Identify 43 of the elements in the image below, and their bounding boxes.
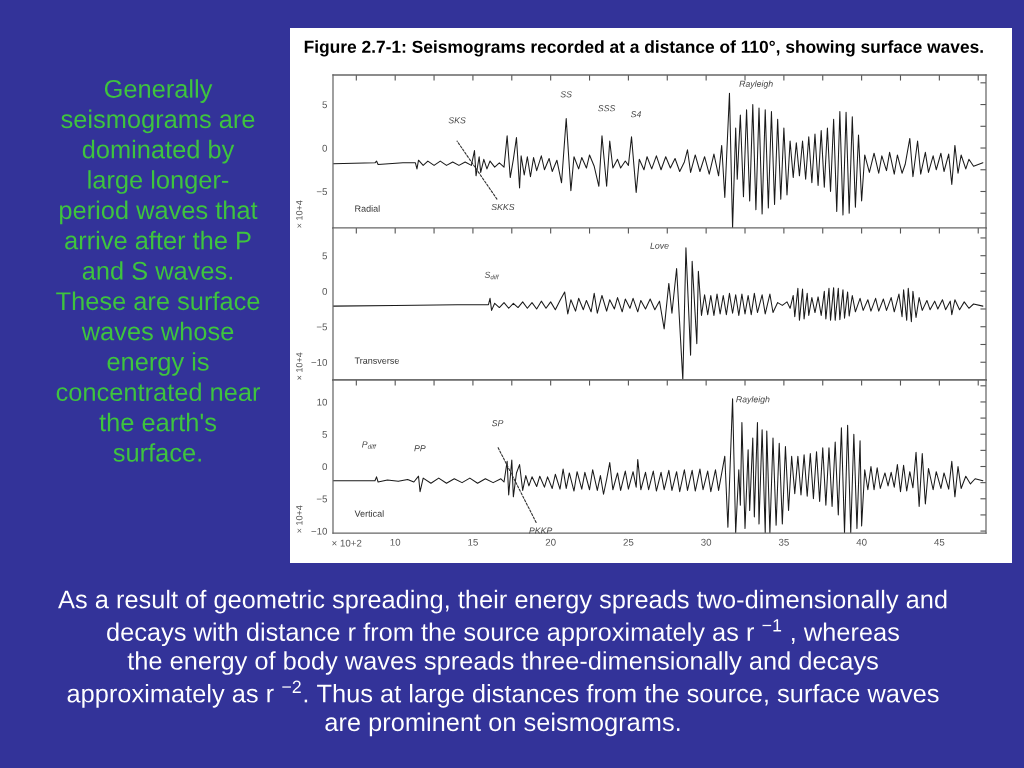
x-tick-label: 30 [701, 538, 712, 546]
y-axis-title: × 10+4 [296, 505, 303, 533]
x-tick-label: 15 [468, 538, 478, 546]
text: Vertical [354, 510, 384, 517]
annotation: Rayleigh [736, 395, 770, 405]
annotation: SS [560, 91, 572, 98]
y-tick-label: 5 [322, 252, 328, 260]
y-tick-label: −10 [311, 358, 328, 366]
y-tick-label: 5 [322, 431, 328, 438]
x-tick-label: 10 [390, 538, 401, 546]
x-tick-label: 40 [856, 538, 867, 546]
y-tick-label: 0 [322, 144, 328, 152]
annotation: SSS [598, 105, 616, 112]
annotation: Love [650, 242, 669, 249]
y-tick-label: 5 [322, 101, 328, 109]
annotation: P$_{diff}$ [362, 441, 377, 449]
x-tick-label: 45 [934, 538, 945, 546]
annotation: PP [414, 445, 426, 452]
y-tick-label: 0 [322, 463, 328, 471]
annotation: Rayleigh [739, 80, 773, 89]
x-axis-title: × 10+2 [332, 539, 362, 547]
text: Generally seismograms are dominated by large longer- period waves that arrive after the P and S waves. These are surface waves whose energy is concentrated near the earth's surface. [56, 79, 261, 462]
text: As a result of geometric spreading, their energy spreads two-dimensionally and decays with distance r from the source approximately as r $^{−1}$ , whereas the energy of body waves spreads three-dimensionally and decays approximately as r $^{−2}$. Thus at large distances from the source, surface waves are prominent on seismograms. [58, 589, 947, 737]
x-tick-label: 35 [778, 538, 789, 546]
annotation: S4 [630, 111, 642, 118]
annotation: SKKS [491, 203, 515, 211]
y-tick-label: −5 [316, 495, 328, 503]
y-tick-label: 10 [317, 398, 328, 406]
text: Radial [355, 205, 380, 212]
annotation: PKKP [529, 527, 553, 534]
y-axis-title: × 10+4 [296, 200, 303, 228]
chart-title: Figure 2.7-1: Seismograms recorded at a distance of 110°, showing surface waves. [304, 40, 983, 57]
annotation: SP [491, 420, 504, 427]
y-tick-label: −5 [316, 323, 328, 331]
y-tick-label: 0 [322, 287, 328, 295]
y-tick-label: −5 [316, 188, 328, 196]
x-tick-label: 20 [545, 538, 556, 546]
annotation: SKS [448, 117, 466, 124]
text: Transverse [354, 357, 399, 364]
x-tick-label: 25 [623, 538, 634, 546]
annotation: S$_{diff}$ [484, 271, 500, 280]
y-axis-title: × 10+4 [296, 352, 303, 380]
y-tick-label: −10 [311, 527, 328, 535]
